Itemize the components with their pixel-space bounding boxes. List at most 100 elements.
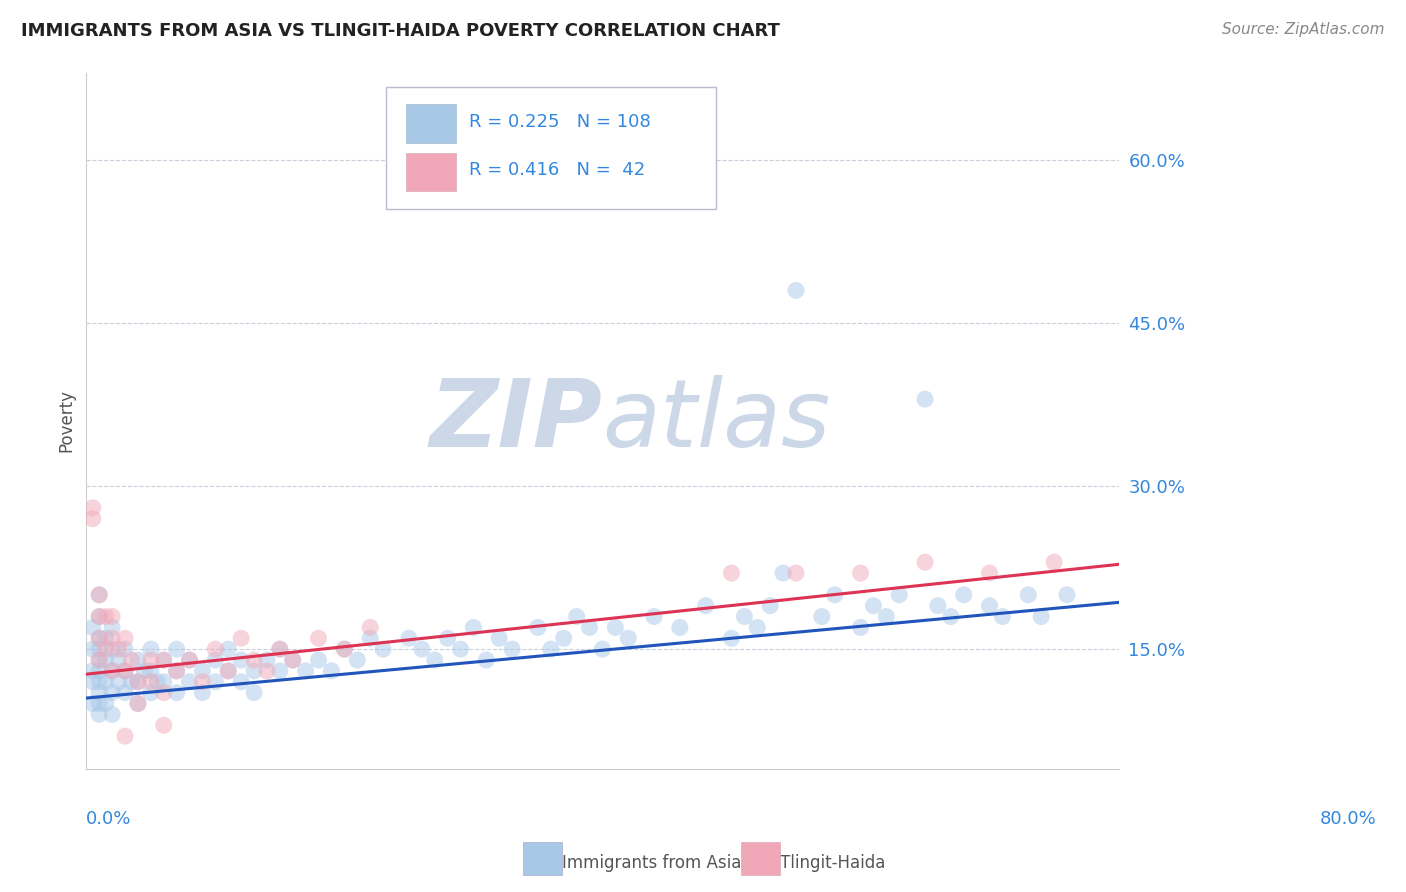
Text: atlas: atlas — [602, 376, 831, 467]
Point — [127, 674, 149, 689]
Point — [1043, 555, 1066, 569]
Point — [89, 653, 111, 667]
Point — [101, 609, 124, 624]
Point — [120, 674, 142, 689]
Point — [411, 642, 433, 657]
Point — [139, 653, 162, 667]
Point — [695, 599, 717, 613]
Text: Tlingit-Haida: Tlingit-Haida — [780, 855, 886, 872]
Point — [849, 620, 872, 634]
Point — [501, 642, 523, 657]
Point — [94, 697, 117, 711]
Point — [94, 674, 117, 689]
Text: Immigrants from Asia: Immigrants from Asia — [562, 855, 742, 872]
Point — [114, 632, 136, 646]
Point — [139, 642, 162, 657]
Point — [875, 609, 897, 624]
Point — [82, 500, 104, 515]
Point — [1031, 609, 1053, 624]
Point — [231, 632, 253, 646]
Point — [82, 511, 104, 525]
Point — [127, 697, 149, 711]
Point — [824, 588, 846, 602]
Point — [643, 609, 665, 624]
Point — [269, 664, 291, 678]
Point — [333, 642, 356, 657]
Point — [114, 642, 136, 657]
Point — [134, 664, 156, 678]
Point — [243, 685, 266, 699]
Point — [101, 685, 124, 699]
Point — [107, 674, 129, 689]
Point — [166, 642, 188, 657]
Point — [217, 664, 239, 678]
Point — [231, 653, 253, 667]
Point — [89, 642, 111, 657]
Point — [810, 609, 832, 624]
Point — [952, 588, 974, 602]
Point — [191, 674, 214, 689]
FancyBboxPatch shape — [385, 87, 716, 209]
Point — [979, 599, 1001, 613]
Point — [152, 674, 174, 689]
Point — [243, 653, 266, 667]
Point — [107, 642, 129, 657]
Point — [436, 632, 458, 646]
Point — [927, 599, 949, 613]
Point — [398, 632, 420, 646]
Point — [269, 642, 291, 657]
Point — [359, 632, 381, 646]
Point — [785, 566, 807, 580]
Point — [101, 632, 124, 646]
Point — [591, 642, 613, 657]
Point — [101, 664, 124, 678]
Point — [862, 599, 884, 613]
Point — [179, 674, 201, 689]
Text: R = 0.416   N =  42: R = 0.416 N = 42 — [470, 161, 645, 179]
Point — [94, 632, 117, 646]
Point — [152, 653, 174, 667]
Point — [346, 653, 368, 667]
Point — [191, 664, 214, 678]
Text: R = 0.225   N = 108: R = 0.225 N = 108 — [470, 112, 651, 131]
Point — [617, 632, 640, 646]
Point — [527, 620, 550, 634]
Point — [785, 284, 807, 298]
Point — [89, 707, 111, 722]
Point — [82, 642, 104, 657]
Point — [139, 674, 162, 689]
Point — [488, 632, 510, 646]
Point — [939, 609, 962, 624]
Point — [89, 632, 111, 646]
Point — [89, 653, 111, 667]
Point — [889, 588, 911, 602]
Point — [166, 664, 188, 678]
Point — [423, 653, 446, 667]
Point — [89, 609, 111, 624]
Point — [914, 392, 936, 406]
Point — [655, 131, 678, 145]
Point — [747, 620, 769, 634]
Text: 0.0%: 0.0% — [86, 811, 132, 829]
Point — [204, 653, 226, 667]
Point — [82, 620, 104, 634]
Point — [89, 609, 111, 624]
Point — [991, 609, 1014, 624]
Point — [127, 674, 149, 689]
Point — [94, 642, 117, 657]
Text: ZIP: ZIP — [430, 375, 602, 467]
Point — [89, 674, 111, 689]
Point — [166, 685, 188, 699]
Point — [179, 653, 201, 667]
Point — [720, 632, 742, 646]
Point — [308, 632, 330, 646]
Point — [269, 642, 291, 657]
Point — [191, 685, 214, 699]
Point — [139, 685, 162, 699]
Point — [321, 664, 343, 678]
Point — [139, 664, 162, 678]
Point — [308, 653, 330, 667]
Point — [114, 685, 136, 699]
Point — [89, 588, 111, 602]
Point — [294, 664, 316, 678]
